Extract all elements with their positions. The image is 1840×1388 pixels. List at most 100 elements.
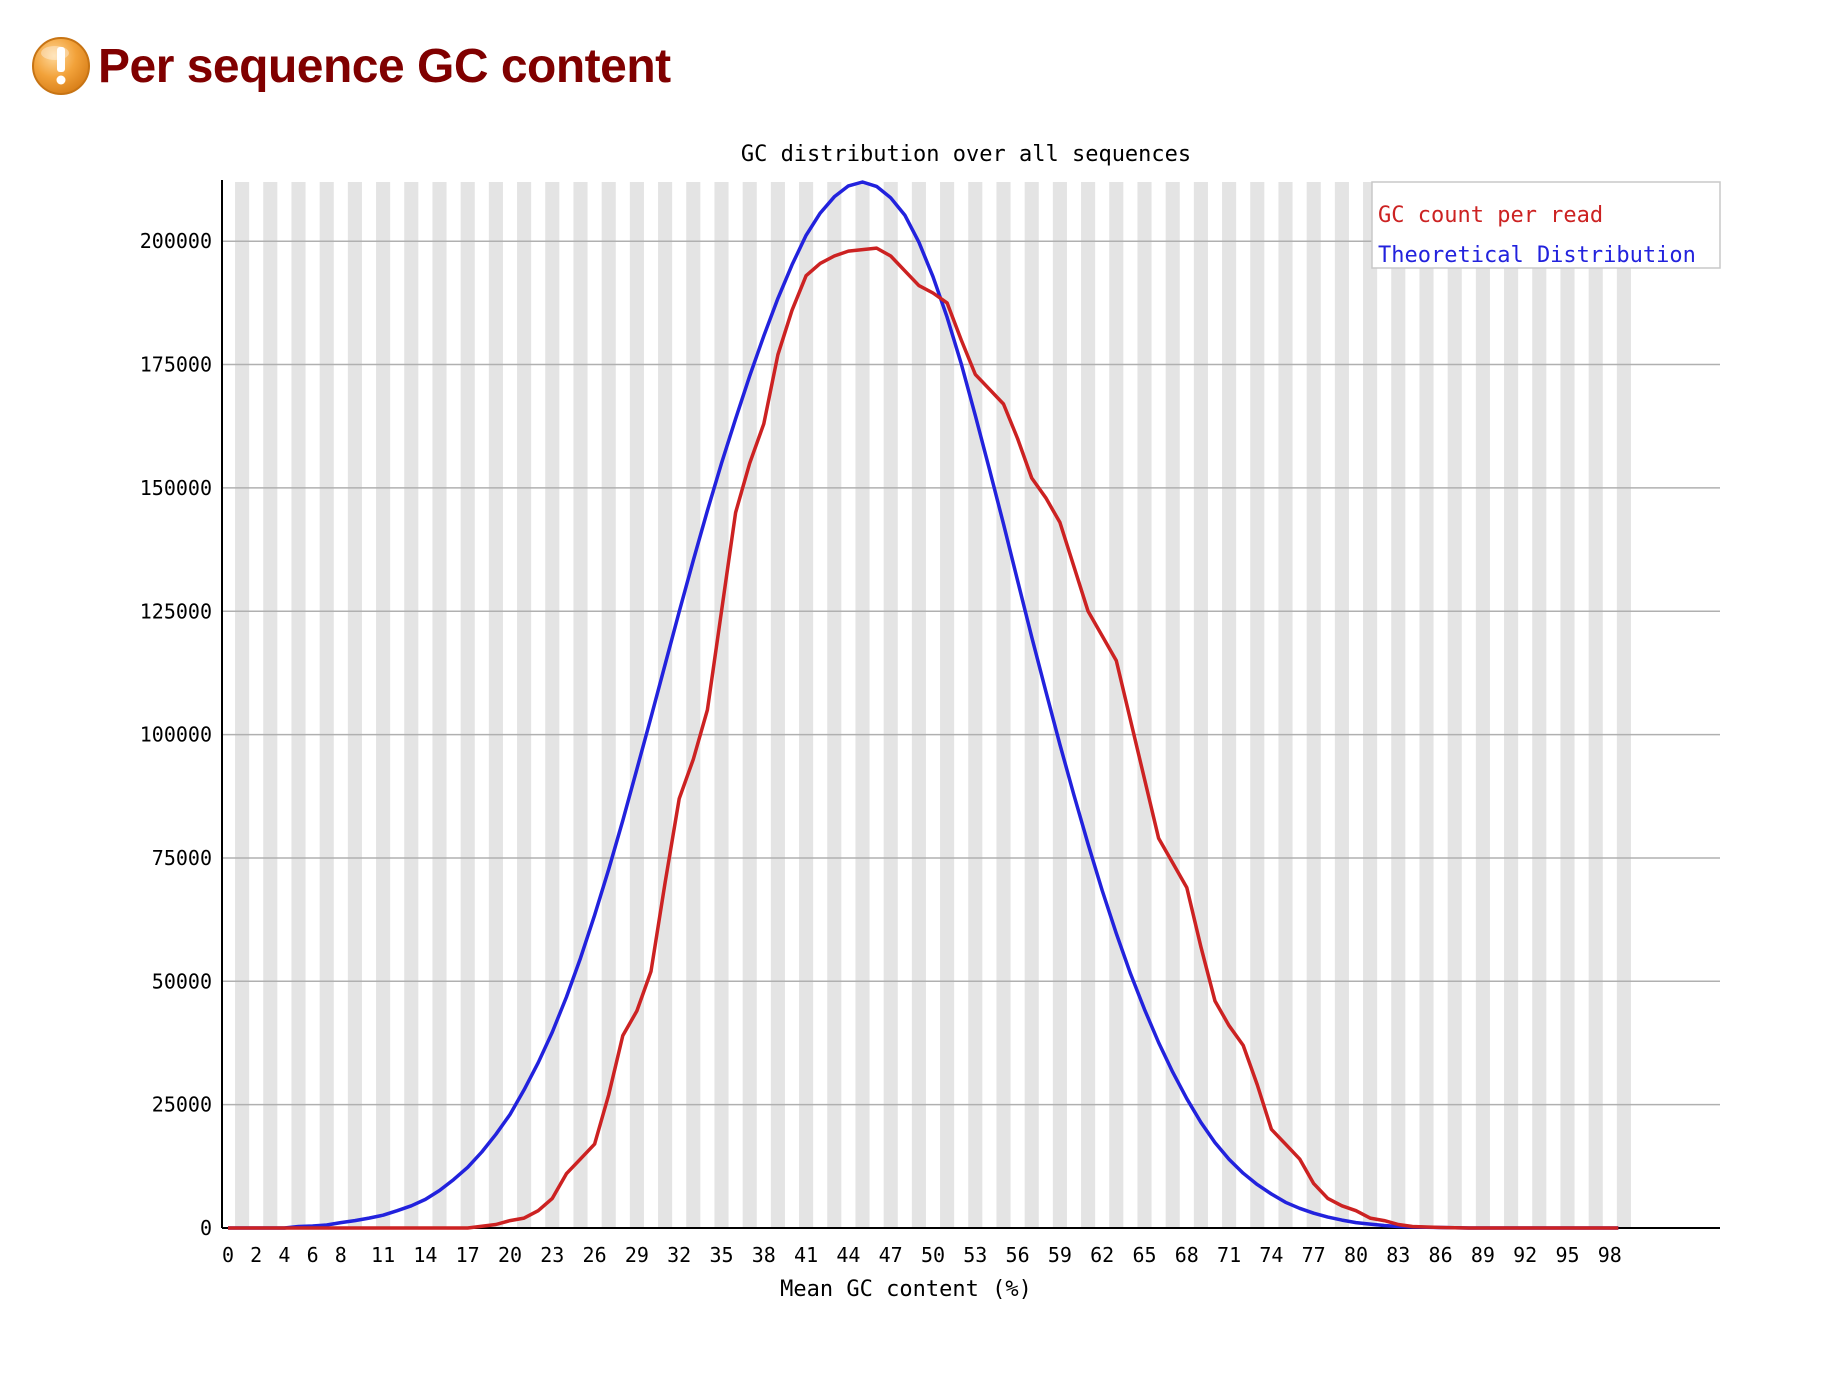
background-band <box>827 182 842 1228</box>
y-axis-tick-labels: 0 25000 50000 75000 100000 125000 150000 175000… <box>140 229 212 1240</box>
x-tick-label: 50 <box>921 1243 945 1267</box>
x-tick-label: 17 <box>456 1243 480 1267</box>
background-band <box>1560 182 1575 1228</box>
background-band <box>1419 182 1434 1228</box>
x-tick-label: 92 <box>1513 1243 1537 1267</box>
y-tick-label: 150000 <box>140 476 212 500</box>
legend: GC count per read Theoretical Distributio… <box>1371 181 1721 269</box>
x-tick-label: 44 <box>836 1243 860 1267</box>
background-stripes <box>235 182 1631 1228</box>
x-tick-label: 74 <box>1259 1243 1283 1267</box>
chart-title: GC distribution over all sequences <box>741 142 1191 167</box>
background-band <box>770 182 785 1228</box>
background-band <box>911 182 926 1228</box>
background-band <box>573 182 588 1228</box>
x-tick-label: 23 <box>540 1243 564 1267</box>
x-tick-label: 80 <box>1344 1243 1368 1267</box>
background-band <box>460 182 475 1228</box>
background-band <box>517 182 532 1228</box>
background-band <box>1222 182 1237 1228</box>
background-band <box>263 182 278 1228</box>
x-tick-label: 20 <box>498 1243 522 1267</box>
background-band <box>1278 182 1293 1228</box>
background-band <box>545 182 560 1228</box>
y-tick-label: 0 <box>200 1216 212 1240</box>
x-tick-label: 0 <box>222 1243 234 1267</box>
background-band <box>1588 182 1603 1228</box>
legend-entry: Theoretical Distribution <box>1378 243 1696 268</box>
background-band <box>601 182 616 1228</box>
background-band <box>1363 182 1378 1228</box>
x-tick-label: 6 <box>307 1243 319 1267</box>
x-tick-label: 86 <box>1429 1243 1453 1267</box>
background-band <box>1447 182 1462 1228</box>
background-band <box>658 182 673 1228</box>
background-band <box>432 182 447 1228</box>
section-header: Per sequence GC content <box>30 26 671 106</box>
background-band <box>235 182 250 1228</box>
background-band <box>968 182 983 1228</box>
background-band <box>488 182 503 1228</box>
background-band <box>1391 182 1406 1228</box>
background-band <box>1109 182 1124 1228</box>
warning-icon <box>32 37 90 95</box>
background-band <box>1024 182 1039 1228</box>
x-tick-label: 29 <box>625 1243 649 1267</box>
background-band <box>799 182 814 1228</box>
background-band <box>1165 182 1180 1228</box>
gc-count-per-read-line <box>228 246 1619 1230</box>
x-tick-label: 77 <box>1302 1243 1326 1267</box>
x-tick-label: 35 <box>709 1243 733 1267</box>
x-tick-label: 41 <box>794 1243 818 1267</box>
background-band <box>1081 182 1096 1228</box>
background-band <box>1504 182 1519 1228</box>
x-tick-label: 8 <box>335 1243 347 1267</box>
x-tick-label: 32 <box>667 1243 691 1267</box>
x-tick-label: 14 <box>413 1243 437 1267</box>
y-tick-label: 200000 <box>140 229 212 253</box>
x-tick-label: 2 <box>250 1243 262 1267</box>
background-band <box>742 182 757 1228</box>
x-tick-label: 53 <box>963 1243 987 1267</box>
background-band <box>376 182 391 1228</box>
x-tick-label: 68 <box>1175 1243 1199 1267</box>
x-tick-label: 95 <box>1555 1243 1579 1267</box>
background-band <box>1532 182 1547 1228</box>
background-band <box>319 182 334 1228</box>
theoretical-distribution-line <box>228 180 1619 1230</box>
x-tick-label: 59 <box>1048 1243 1072 1267</box>
x-tick-label: 62 <box>1090 1243 1114 1267</box>
background-band <box>1306 182 1321 1228</box>
x-tick-label: 56 <box>1006 1243 1030 1267</box>
y-tick-label: 100000 <box>140 723 212 747</box>
x-tick-label: 89 <box>1471 1243 1495 1267</box>
x-tick-label: 11 <box>371 1243 395 1267</box>
background-band <box>883 182 898 1228</box>
x-tick-label: 26 <box>583 1243 607 1267</box>
x-axis-tick-labels: 0 2 4 6 8 11 14 17 20 23 26 29 32 35 38 41 44 47 50 53 56 59 6… <box>222 1243 1622 1267</box>
background-band <box>1475 182 1490 1228</box>
background-band <box>629 182 644 1228</box>
y-tick-label: 25000 <box>152 1093 212 1117</box>
background-band <box>1137 182 1152 1228</box>
background-band <box>1250 182 1265 1228</box>
y-tick-label: 125000 <box>140 599 212 623</box>
x-tick-label: 47 <box>879 1243 903 1267</box>
y-tick-label: 175000 <box>140 353 212 377</box>
background-band <box>940 182 955 1228</box>
background-band <box>404 182 419 1228</box>
background-band <box>1193 182 1208 1228</box>
x-tick-label: 71 <box>1217 1243 1241 1267</box>
legend-box <box>1371 181 1721 269</box>
background-band <box>714 182 729 1228</box>
legend-entry: GC count per read <box>1378 203 1603 228</box>
background-band <box>996 182 1011 1228</box>
background-band <box>1616 182 1631 1228</box>
y-tick-label: 50000 <box>152 969 212 993</box>
background-band <box>855 182 870 1228</box>
y-tick-label: 75000 <box>152 846 212 870</box>
background-band <box>1334 182 1349 1228</box>
x-tick-label: 83 <box>1386 1243 1410 1267</box>
x-tick-label: 65 <box>1132 1243 1156 1267</box>
